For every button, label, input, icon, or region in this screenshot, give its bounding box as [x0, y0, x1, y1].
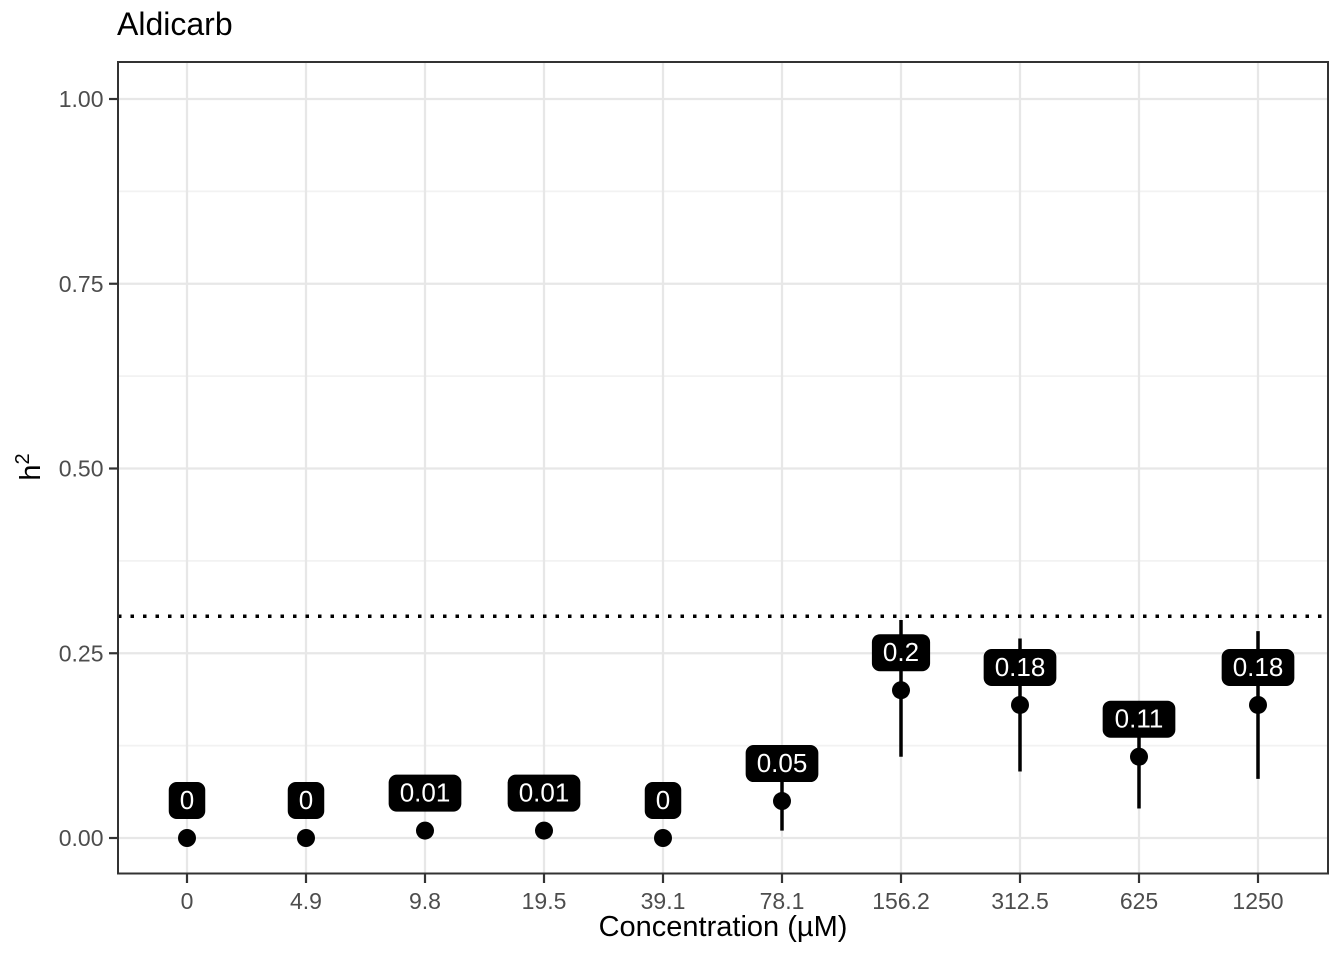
point-label-box	[507, 774, 581, 812]
x-tick-label: 1250	[1232, 888, 1283, 914]
y-tick-label: 0.50	[59, 456, 104, 482]
plot-title: Aldicarb	[117, 6, 233, 42]
y-axis-title-base: h	[14, 464, 47, 481]
data-point	[1011, 695, 1029, 714]
x-tick-label: 19.5	[522, 888, 567, 914]
data-point	[892, 681, 910, 700]
data-point	[773, 792, 791, 811]
panel-border	[117, 61, 1329, 875]
x-tick-label: 312.5	[991, 888, 1049, 914]
data-point	[297, 829, 315, 847]
point-label: 0	[180, 785, 194, 815]
x-tick-label: 39.1	[641, 888, 686, 914]
x-tick-label: 4.9	[290, 888, 322, 914]
point-label-box	[1102, 700, 1176, 738]
data-point	[178, 829, 196, 847]
point-label-box	[745, 745, 819, 783]
x-tick-label: 625	[1120, 888, 1158, 914]
x-axis-title: Concentration (µM)	[598, 911, 848, 943]
point-label-box	[871, 634, 931, 672]
y-tick-label: 1.00	[59, 86, 104, 112]
x-tick-label: 78.1	[760, 888, 805, 914]
point-label-box	[983, 648, 1057, 686]
data-point	[654, 829, 672, 847]
y-axis-title-exponent: 2	[12, 453, 35, 465]
point-label: 0.11	[1115, 704, 1164, 734]
point-label: 0.01	[519, 778, 570, 808]
data-point	[1249, 695, 1267, 714]
point-label: 0.01	[400, 778, 451, 808]
point-label-box	[644, 782, 682, 819]
point-label-box	[287, 782, 325, 819]
point-label: 0.18	[1233, 652, 1284, 682]
data-point	[416, 821, 434, 840]
x-tick-label: 9.8	[409, 888, 441, 914]
point-label-box	[168, 782, 206, 819]
point-label: 0.2	[883, 637, 919, 667]
y-tick-label: 0.75	[59, 271, 104, 297]
x-tick-label: 156.2	[872, 888, 930, 914]
y-tick-label: 0.00	[59, 825, 104, 851]
point-label: 0	[299, 785, 313, 815]
x-tick-label: 0	[181, 888, 194, 914]
data-point	[1130, 747, 1148, 766]
point-label: 0.05	[757, 748, 808, 778]
point-label: 0.18	[995, 652, 1046, 682]
point-label: 0	[656, 785, 670, 815]
point-label-box	[388, 774, 462, 812]
y-tick-label: 0.25	[59, 640, 104, 666]
data-point	[535, 821, 553, 840]
y-axis-title: h2	[12, 453, 48, 480]
point-label-box	[1221, 648, 1295, 686]
